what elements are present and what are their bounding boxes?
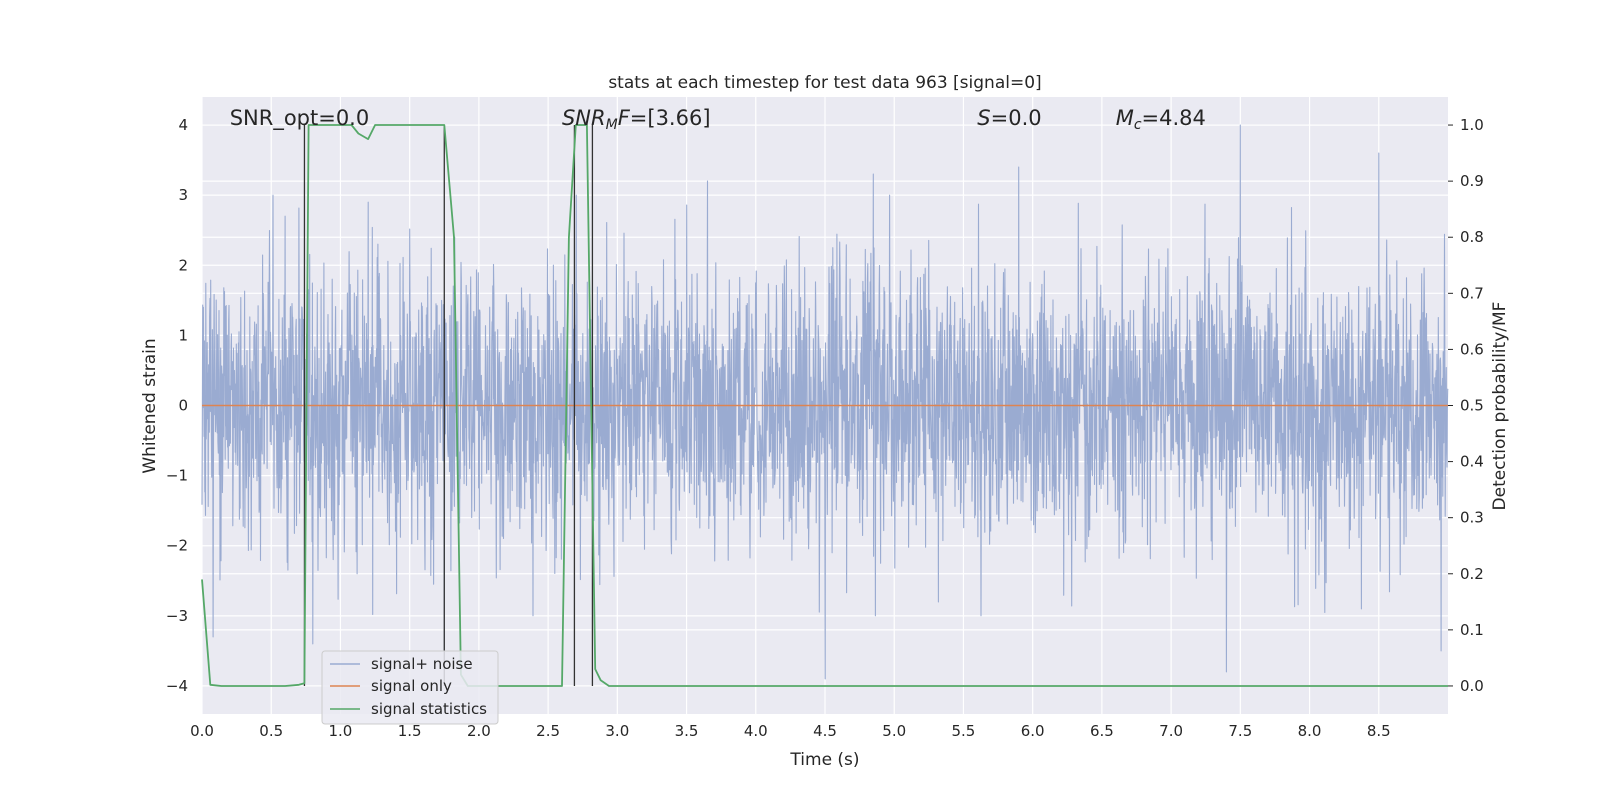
annotation-part: M: [606, 117, 618, 133]
y-axis-label-left: Whitened strain: [140, 338, 160, 473]
y-tick-label-right: 0.6: [1460, 340, 1484, 358]
y-tick-label-left: 4: [178, 116, 188, 134]
annotation-part: M: [1116, 106, 1134, 130]
y-tick-label-right: 0.9: [1460, 172, 1484, 190]
annotation-text: SNRMF=[3.66]: [562, 106, 711, 133]
legend-label-signal-only: signal only: [371, 677, 452, 695]
x-tick-label: 3.0: [605, 722, 629, 740]
y-tick-label-right: 1.0: [1460, 116, 1484, 134]
x-tick-label: 8.5: [1367, 722, 1391, 740]
x-tick-label: 8.0: [1298, 722, 1322, 740]
y-tick-label-right: 0.1: [1460, 621, 1484, 639]
x-tick-label: 6.5: [1090, 722, 1114, 740]
y-ticks-left: 4 3 2 1 0 −1 −2 −3 −4: [166, 116, 188, 695]
annotation-part: F: [618, 106, 631, 130]
annotations: SNR_opt=0.0 SNRMF=[3.66] S=0.0 Mc=4.84: [230, 106, 1206, 133]
series-line-noise: [201, 124, 1449, 680]
y-tick-label-left: −3: [166, 607, 188, 625]
x-axis-label: Time (s): [789, 750, 859, 770]
y-tick-label-right: 0.7: [1460, 284, 1484, 302]
x-tick-label: 2.0: [467, 722, 491, 740]
y-tick-label-right: 0.8: [1460, 228, 1484, 246]
x-tick-label: 1.5: [398, 722, 422, 740]
legend: signal+ noise signal only signal statist…: [321, 650, 499, 725]
annotation-text: S=0.0: [977, 106, 1041, 130]
y-tick-label-right: 0.5: [1460, 397, 1484, 415]
x-ticks: 0.0 0.5 1.0 1.5 2.0 2.5 3.0 3.5 4.0 4.5 5.0 5.5 6.0 6…: [190, 722, 1391, 740]
y-tick-label-left: −2: [166, 537, 188, 555]
x-tick-label: 1.0: [329, 722, 353, 740]
x-tick-label: 7.5: [1228, 722, 1252, 740]
x-tick-label: 3.5: [675, 722, 699, 740]
y-ticks-right: 1.0 0.9 0.8 0.7 0.6 0.5 0.4 0.3 0.2 0.1 0.0: [1448, 116, 1484, 695]
y-tick-label-right: 0.3: [1460, 509, 1484, 527]
y-tick-label-left: 0: [178, 397, 188, 415]
x-tick-label: 5.0: [882, 722, 906, 740]
annotation-text: Mc=4.84: [1116, 106, 1206, 133]
x-tick-label: 4.0: [744, 722, 768, 740]
y-tick-label-left: −1: [166, 467, 188, 485]
chart-title: stats at each timestep for test data 963…: [608, 73, 1041, 93]
x-tick-label: 7.0: [1159, 722, 1183, 740]
legend-label-statistics: signal statistics: [371, 700, 487, 718]
annotation-part: S: [977, 106, 990, 130]
x-tick-label: 2.5: [536, 722, 560, 740]
legend-box: [321, 650, 499, 725]
annotation-part: =[3.66]: [630, 106, 711, 130]
annotation-text: SNR_opt=0.0: [230, 106, 370, 131]
vertical-lines: [303, 125, 594, 686]
statistics-series: [201, 124, 1448, 687]
x-tick-label: 5.5: [952, 722, 976, 740]
x-tick-label: 0.5: [259, 722, 283, 740]
y-axis-label-right: Detection probability/MF: [1490, 302, 1510, 511]
noise-series: [201, 124, 1449, 680]
y-tick-label-left: 3: [178, 186, 188, 204]
annotation-part: =4.84: [1142, 106, 1206, 130]
x-tick-label: 6.0: [1021, 722, 1045, 740]
y-tick-label-left: 2: [178, 256, 188, 274]
x-tick-label: 0.0: [190, 722, 214, 740]
annotation-part: =0.0: [991, 106, 1042, 130]
y-tick-label-right: 0.0: [1460, 677, 1484, 695]
annotation-part: c: [1134, 117, 1142, 133]
y-tick-label-left: 1: [178, 326, 188, 344]
x-tick-label: 4.5: [813, 722, 837, 740]
annotation-part: SNR: [562, 106, 606, 130]
series-line-statistics: [201, 124, 1448, 687]
y-tick-label-right: 0.4: [1460, 453, 1484, 471]
y-tick-label-left: −4: [166, 677, 188, 695]
legend-label-noise: signal+ noise: [371, 655, 473, 673]
y-tick-label-right: 0.2: [1460, 565, 1484, 583]
